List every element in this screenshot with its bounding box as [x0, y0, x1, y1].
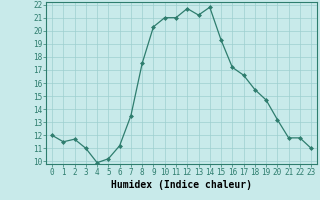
X-axis label: Humidex (Indice chaleur): Humidex (Indice chaleur): [111, 180, 252, 190]
